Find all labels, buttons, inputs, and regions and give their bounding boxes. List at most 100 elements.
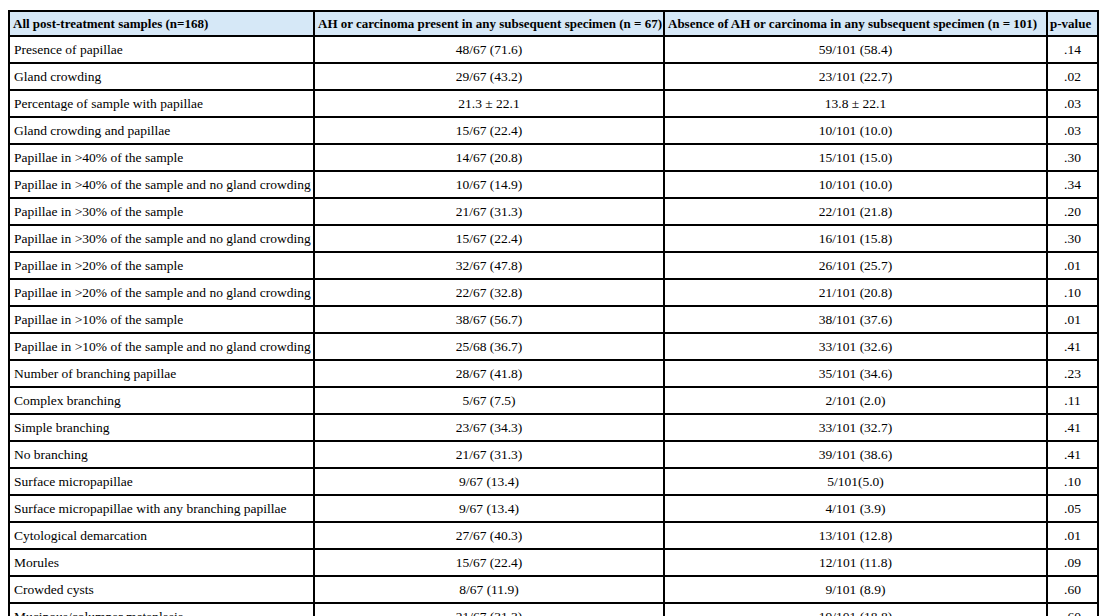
header-feature: All post-treatment samples (n=168) [9, 11, 314, 36]
absent-count-cell: 12/101 (11.8) [664, 549, 1047, 576]
present-count-cell: 8/67 (11.9) [314, 576, 664, 603]
present-count-cell: 38/67 (56.7) [314, 306, 664, 333]
table-row: Papillae in >40% of the sample14/67 (20.… [9, 144, 1098, 171]
feature-cell: Percentage of sample with papillae [9, 90, 314, 117]
present-count-cell: 32/67 (47.8) [314, 252, 664, 279]
absent-count-cell: 15/101 (15.0) [664, 144, 1047, 171]
feature-cell: Gland crowding and papillae [9, 117, 314, 144]
feature-cell: Papillae in >10% of the sample [9, 306, 314, 333]
header-row: All post-treatment samples (n=168) AH or… [9, 11, 1098, 36]
absent-count-cell: 33/101 (32.7) [664, 414, 1047, 441]
p-value-cell: .03 [1047, 117, 1098, 144]
present-count-cell: 28/67 (41.8) [314, 360, 664, 387]
feature-cell: Simple branching [9, 414, 314, 441]
p-value-cell: .01 [1047, 252, 1098, 279]
p-value-cell: .01 [1047, 306, 1098, 333]
table-row: Crowded cysts8/67 (11.9)9/101 (8.9).60 [9, 576, 1098, 603]
p-value-cell: .34 [1047, 171, 1098, 198]
p-value-cell: .23 [1047, 360, 1098, 387]
present-count-cell: 15/67 (22.4) [314, 225, 664, 252]
absent-count-cell: 5/101(5.0) [664, 468, 1047, 495]
paper-page: All post-treatment samples (n=168) AH or… [0, 0, 1104, 616]
absent-count-cell: 2/101 (2.0) [664, 387, 1047, 414]
absent-count-cell: 4/101 (3.9) [664, 495, 1047, 522]
p-value-cell: .20 [1047, 198, 1098, 225]
present-count-cell: 23/67 (34.3) [314, 414, 664, 441]
absent-count-cell: 26/101 (25.7) [664, 252, 1047, 279]
present-count-cell: 5/67 (7.5) [314, 387, 664, 414]
feature-cell: Mucinous/columnar metaplasia [9, 603, 314, 616]
table-row: Gland crowding29/67 (43.2)23/101 (22.7).… [9, 63, 1098, 90]
present-count-cell: 15/67 (22.4) [314, 117, 664, 144]
absent-count-cell: 10/101 (10.0) [664, 171, 1047, 198]
table-row: Number of branching papillae28/67 (41.8)… [9, 360, 1098, 387]
p-value-cell: .60 [1047, 576, 1098, 603]
absent-count-cell: 13.8 ± 22.1 [664, 90, 1047, 117]
present-count-cell: 21/67 (31.3) [314, 603, 664, 616]
absent-count-cell: 19/101 (18.8) [664, 603, 1047, 616]
present-count-cell: 27/67 (40.3) [314, 522, 664, 549]
present-count-cell: 10/67 (14.9) [314, 171, 664, 198]
p-value-cell: .41 [1047, 414, 1098, 441]
absent-count-cell: 21/101 (20.8) [664, 279, 1047, 306]
present-count-cell: 29/67 (43.2) [314, 63, 664, 90]
feature-cell: Complex branching [9, 387, 314, 414]
present-count-cell: 14/67 (20.8) [314, 144, 664, 171]
p-value-cell: .10 [1047, 468, 1098, 495]
feature-cell: No branching [9, 441, 314, 468]
feature-cell: Surface micropapillae [9, 468, 314, 495]
header-present-group: AH or carcinoma present in any subsequen… [314, 11, 664, 36]
present-count-cell: 21.3 ± 22.1 [314, 90, 664, 117]
table-row: Morules15/67 (22.4)12/101 (11.8).09 [9, 549, 1098, 576]
feature-cell: Papillae in >40% of the sample and no gl… [9, 171, 314, 198]
absent-count-cell: 38/101 (37.6) [664, 306, 1047, 333]
table-row: Presence of papillae48/67 (71.6)59/101 (… [9, 36, 1098, 63]
absent-count-cell: 16/101 (15.8) [664, 225, 1047, 252]
table-row: Papillae in >30% of the sample21/67 (31.… [9, 198, 1098, 225]
absent-count-cell: 35/101 (34.6) [664, 360, 1047, 387]
feature-cell: Papillae in >20% of the sample and no gl… [9, 279, 314, 306]
present-count-cell: 48/67 (71.6) [314, 36, 664, 63]
results-table: All post-treatment samples (n=168) AH or… [8, 10, 1099, 616]
p-value-cell: .09 [1047, 549, 1098, 576]
feature-cell: Cytological demarcation [9, 522, 314, 549]
table-row: Cytological demarcation27/67 (40.3)13/10… [9, 522, 1098, 549]
table-row: Papillae in >40% of the sample and no gl… [9, 171, 1098, 198]
p-value-cell: .30 [1047, 225, 1098, 252]
table-row: Simple branching23/67 (34.3)33/101 (32.7… [9, 414, 1098, 441]
absent-count-cell: 22/101 (21.8) [664, 198, 1047, 225]
header-absent-group: Absence of AH or carcinoma in any subseq… [664, 11, 1047, 36]
feature-cell: Presence of papillae [9, 36, 314, 63]
absent-count-cell: 23/101 (22.7) [664, 63, 1047, 90]
p-value-cell: .05 [1047, 495, 1098, 522]
feature-cell: Gland crowding [9, 63, 314, 90]
present-count-cell: 22/67 (32.8) [314, 279, 664, 306]
present-count-cell: 15/67 (22.4) [314, 549, 664, 576]
present-count-cell: 21/67 (31.3) [314, 441, 664, 468]
feature-cell: Papillae in >20% of the sample [9, 252, 314, 279]
absent-count-cell: 9/101 (8.9) [664, 576, 1047, 603]
p-value-cell: .41 [1047, 333, 1098, 360]
table-row: Surface micropapillae with any branching… [9, 495, 1098, 522]
feature-cell: Papillae in >30% of the sample [9, 198, 314, 225]
absent-count-cell: 39/101 (38.6) [664, 441, 1047, 468]
table-row: Percentage of sample with papillae21.3 ±… [9, 90, 1098, 117]
table-row: Papillae in >20% of the sample and no gl… [9, 279, 1098, 306]
feature-cell: Crowded cysts [9, 576, 314, 603]
present-count-cell: 9/67 (13.4) [314, 468, 664, 495]
present-count-cell: 9/67 (13.4) [314, 495, 664, 522]
p-value-cell: .03 [1047, 90, 1098, 117]
p-value-cell: .10 [1047, 279, 1098, 306]
absent-count-cell: 33/101 (32.6) [664, 333, 1047, 360]
table-row: Complex branching5/67 (7.5)2/101 (2.0).1… [9, 387, 1098, 414]
feature-cell: Surface micropapillae with any branching… [9, 495, 314, 522]
p-value-cell: .02 [1047, 63, 1098, 90]
table-row: Papillae in >10% of the sample38/67 (56.… [9, 306, 1098, 333]
table-row: Mucinous/columnar metaplasia21/67 (31.3)… [9, 603, 1098, 616]
feature-cell: Morules [9, 549, 314, 576]
header-pvalue: p-value [1047, 11, 1098, 36]
table-row: Surface micropapillae9/67 (13.4)5/101(5.… [9, 468, 1098, 495]
p-value-cell: .01 [1047, 522, 1098, 549]
feature-cell: Papillae in >40% of the sample [9, 144, 314, 171]
table-row: Papillae in >30% of the sample and no gl… [9, 225, 1098, 252]
